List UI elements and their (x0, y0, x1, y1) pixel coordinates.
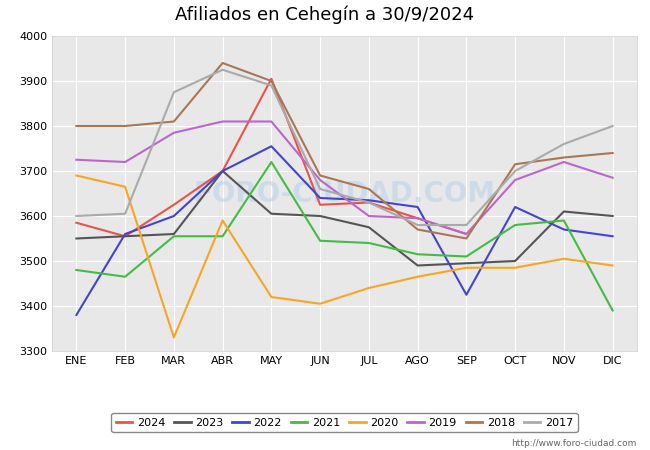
Text: FORO-CIUDAD.COM: FORO-CIUDAD.COM (194, 180, 495, 207)
Legend: 2024, 2023, 2022, 2021, 2020, 2019, 2018, 2017: 2024, 2023, 2022, 2021, 2020, 2019, 2018… (111, 413, 578, 432)
Text: Afiliados en Cehegín a 30/9/2024: Afiliados en Cehegín a 30/9/2024 (176, 5, 474, 24)
Text: http://www.foro-ciudad.com: http://www.foro-ciudad.com (512, 439, 637, 448)
